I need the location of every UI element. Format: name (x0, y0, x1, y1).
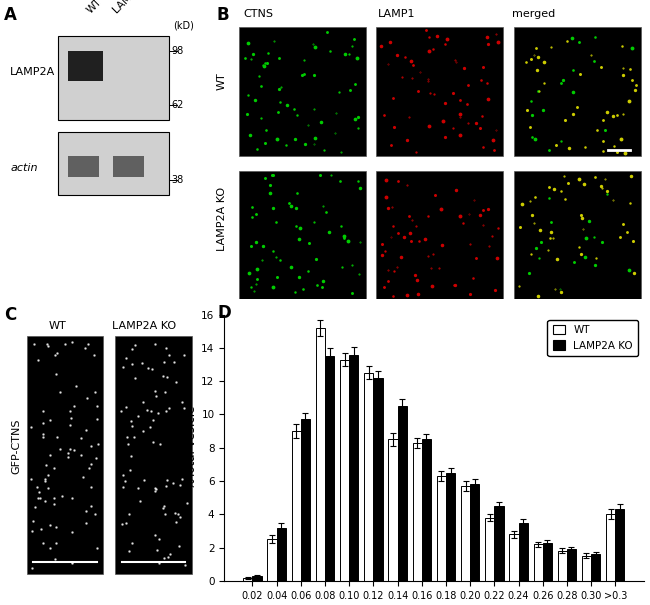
Text: (kD): (kD) (173, 21, 194, 31)
Bar (534, 544, 543, 581)
Bar (495, 506, 504, 581)
Y-axis label: GFP-CTNS
%Total vesicle: GFP-CTNS %Total vesicle (170, 406, 198, 489)
Text: A: A (4, 6, 17, 24)
Bar (68, 155, 99, 177)
Bar (398, 406, 407, 581)
Bar (558, 551, 567, 581)
Bar (349, 355, 358, 581)
Bar (239, 27, 365, 155)
Text: LAMP2 KO: LAMP2 KO (112, 0, 156, 15)
Bar (582, 556, 591, 581)
Legend: WT, LAMP2A KO: WT, LAMP2A KO (547, 320, 638, 356)
Bar (543, 543, 552, 581)
Text: WT: WT (49, 321, 66, 331)
Text: LAMP2A KO: LAMP2A KO (112, 321, 176, 331)
Text: WT: WT (85, 0, 104, 15)
Bar (243, 578, 252, 581)
Text: D: D (218, 304, 231, 322)
Bar (27, 336, 103, 575)
Bar (115, 336, 192, 575)
Bar (292, 431, 301, 581)
Bar (58, 36, 169, 120)
Bar (268, 539, 277, 581)
Bar (373, 378, 383, 581)
Bar (389, 439, 398, 581)
Text: GFP-CTNS: GFP-CTNS (12, 419, 21, 474)
Text: B: B (216, 6, 229, 24)
Bar (446, 473, 455, 581)
Bar (470, 484, 479, 581)
Bar (252, 576, 262, 581)
Bar (340, 359, 349, 581)
Text: LAMP2A: LAMP2A (10, 67, 55, 77)
Bar (364, 373, 373, 581)
Bar (239, 171, 365, 299)
Bar (277, 528, 286, 581)
Bar (514, 171, 642, 299)
Bar (325, 356, 334, 581)
Bar (591, 554, 600, 581)
Bar (68, 51, 103, 81)
Text: 38: 38 (171, 175, 183, 185)
Bar (376, 27, 503, 155)
Text: 62: 62 (171, 100, 183, 110)
Bar (606, 514, 616, 581)
Bar (616, 509, 625, 581)
Bar (567, 549, 576, 581)
Bar (316, 328, 325, 581)
Bar (519, 523, 528, 581)
Bar (485, 518, 495, 581)
Text: LAMP2A KO: LAMP2A KO (216, 186, 227, 250)
Text: C: C (4, 306, 16, 324)
Text: LAMP1: LAMP1 (378, 9, 415, 19)
Text: actin: actin (10, 163, 38, 172)
Bar (376, 171, 503, 299)
Bar (113, 155, 144, 177)
Bar (422, 439, 431, 581)
Text: merged: merged (512, 9, 556, 19)
Bar (461, 486, 470, 581)
Bar (301, 419, 310, 581)
Bar (413, 443, 422, 581)
Bar (510, 534, 519, 581)
Text: CTNS: CTNS (243, 9, 274, 19)
Text: 98: 98 (171, 46, 183, 56)
Bar (437, 476, 446, 581)
Bar (514, 27, 642, 155)
Bar (58, 132, 169, 195)
Text: WT: WT (216, 72, 227, 90)
